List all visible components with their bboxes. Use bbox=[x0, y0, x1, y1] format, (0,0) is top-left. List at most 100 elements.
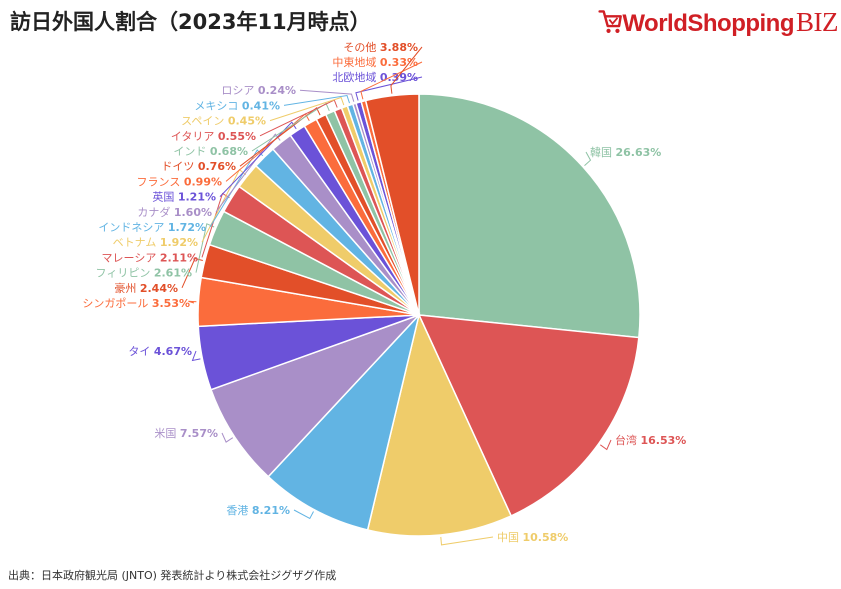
slice-label: 中東地域 0.33% bbox=[332, 56, 418, 69]
slice-label: タイ 4.67% bbox=[128, 345, 192, 358]
slice-label-value: 0.99% bbox=[184, 175, 222, 188]
slice-label-name: イタリア bbox=[171, 130, 218, 143]
slice-label-value: 2.61% bbox=[154, 267, 192, 280]
slice-label: メキシコ 0.41% bbox=[194, 99, 280, 112]
leader-line bbox=[390, 46, 423, 94]
pie-slice bbox=[366, 312, 513, 537]
leader-line bbox=[188, 300, 197, 304]
slice-label: フランス 0.99% bbox=[137, 175, 222, 188]
slice-label-name: シンガポール bbox=[82, 297, 152, 310]
slice-label-value: 26.63% bbox=[616, 146, 662, 159]
slice-label: 北欧地域 0.39% bbox=[332, 71, 418, 84]
slice-label-value: 10.58% bbox=[523, 531, 569, 544]
leader-line bbox=[221, 432, 234, 443]
source-note: 出典：日本政府観光局 (JNTO) 発表統計より株式会社ジグザグ作成 bbox=[8, 569, 337, 582]
slice-label-value: 0.45% bbox=[228, 115, 266, 128]
slice-label: インドネシア 1.72% bbox=[98, 221, 206, 234]
slice-label-name: ロシア bbox=[221, 84, 258, 97]
slice-label-name: フィリピン bbox=[96, 267, 154, 280]
slice-label: インド 0.68% bbox=[173, 145, 248, 158]
slice-label-name: カナダ bbox=[137, 205, 174, 219]
slice-label-name: 中東地域 bbox=[332, 56, 380, 69]
slice-label-value: 3.88% bbox=[380, 41, 418, 54]
slice-label-value: 0.41% bbox=[242, 99, 280, 112]
slice-label: ベトナム 1.92% bbox=[113, 236, 198, 249]
slice-label-name: 豪州 bbox=[114, 281, 140, 295]
slice-label-name: その他 bbox=[343, 41, 380, 54]
chart-title: 訪日外国人割合（2023年11月時点） bbox=[10, 10, 371, 34]
slice-label: 韓国 26.63% bbox=[590, 146, 661, 159]
shopping-cart-icon bbox=[598, 10, 622, 34]
slice-label-value: 3.53% bbox=[152, 297, 190, 310]
leader-line bbox=[299, 89, 355, 102]
slice-label-name: ベトナム bbox=[113, 236, 160, 249]
slice-label-name: 北欧地域 bbox=[332, 71, 380, 84]
slice-label-name: マレーシア bbox=[102, 251, 160, 264]
slice-label-name: 台湾 bbox=[615, 433, 641, 447]
slice-label: 香港 8.21% bbox=[226, 504, 290, 517]
slice-label-name: スペイン bbox=[181, 115, 228, 128]
slice-label-name: ドイツ bbox=[161, 160, 198, 173]
leader-line bbox=[269, 96, 345, 122]
slice-label: ドイツ 0.76% bbox=[161, 160, 236, 173]
leader-line bbox=[215, 133, 281, 213]
slice-label-value: 1.60% bbox=[174, 206, 212, 219]
slice-label-value: 16.53% bbox=[641, 434, 687, 447]
slice-label-value: 0.76% bbox=[198, 160, 236, 173]
slice-label-name: 香港 bbox=[226, 504, 252, 517]
pie-slice bbox=[417, 314, 640, 517]
worldshopping-biz-logo: WorldShoppingBIZ bbox=[598, 2, 839, 42]
logo-wordmark: WorldShoppingBIZ bbox=[622, 6, 838, 37]
slice-label: ロシア 0.24% bbox=[221, 84, 296, 97]
slice-label-name: タイ bbox=[128, 345, 154, 358]
slice-label: フィリピン 2.61% bbox=[96, 267, 192, 280]
slice-label: 台湾 16.53% bbox=[615, 433, 686, 447]
slice-label-name: インドネシア bbox=[98, 221, 168, 234]
slice-label: 豪州 2.44% bbox=[114, 281, 178, 295]
leader-line bbox=[283, 94, 350, 106]
slice-label-name: 英国 bbox=[152, 190, 178, 204]
leader-line bbox=[440, 536, 494, 546]
slice-label: マレーシア 2.11% bbox=[102, 251, 198, 264]
slice-label-value: 1.21% bbox=[178, 191, 216, 204]
slice-label-name: インド bbox=[173, 145, 210, 158]
slice-label-value: 2.11% bbox=[160, 251, 198, 264]
pie-slice bbox=[418, 93, 641, 339]
slice-label-value: 0.55% bbox=[218, 130, 256, 143]
slice-label: スペイン 0.45% bbox=[181, 115, 266, 128]
slice-label-name: フランス bbox=[137, 175, 184, 188]
leader-line bbox=[191, 350, 201, 362]
slice-label-value: 0.33% bbox=[380, 56, 418, 69]
leader-line bbox=[219, 121, 297, 197]
slice-label-value: 0.39% bbox=[380, 71, 418, 84]
slice-label-value: 2.44% bbox=[140, 282, 178, 295]
slice-label-value: 1.92% bbox=[160, 236, 198, 249]
slice-label: カナダ 1.60% bbox=[137, 205, 212, 219]
slice-label-value: 7.57% bbox=[180, 427, 218, 440]
slice-label: その他 3.88% bbox=[343, 41, 418, 54]
leader-line bbox=[600, 439, 612, 451]
slice-label-name: メキシコ bbox=[194, 99, 242, 112]
leader-line bbox=[355, 76, 423, 101]
slice-label-value: 8.21% bbox=[252, 504, 290, 517]
leader-line bbox=[293, 509, 314, 520]
slice-label: 米国 7.57% bbox=[154, 427, 218, 440]
slice-label-name: 米国 bbox=[154, 427, 180, 440]
slice-label: 中国 10.58% bbox=[497, 531, 568, 544]
slice-label: イタリア 0.55% bbox=[171, 130, 256, 143]
slice-label-value: 0.68% bbox=[210, 145, 248, 158]
slice-label-value: 4.67% bbox=[154, 345, 192, 358]
slice-label: 英国 1.21% bbox=[152, 190, 216, 204]
leader-line bbox=[584, 151, 592, 166]
pie-slice bbox=[364, 93, 420, 316]
slice-label-value: 0.24% bbox=[258, 84, 296, 97]
leader-line bbox=[239, 107, 321, 167]
leader-line bbox=[181, 257, 203, 289]
slice-label: シンガポール 3.53% bbox=[82, 297, 190, 310]
slice-label-name: 韓国 bbox=[590, 146, 616, 159]
pie-slice bbox=[210, 314, 420, 478]
slice-label-name: 中国 bbox=[497, 531, 523, 544]
pie-slice bbox=[267, 312, 421, 531]
slice-label-value: 1.72% bbox=[168, 221, 206, 234]
